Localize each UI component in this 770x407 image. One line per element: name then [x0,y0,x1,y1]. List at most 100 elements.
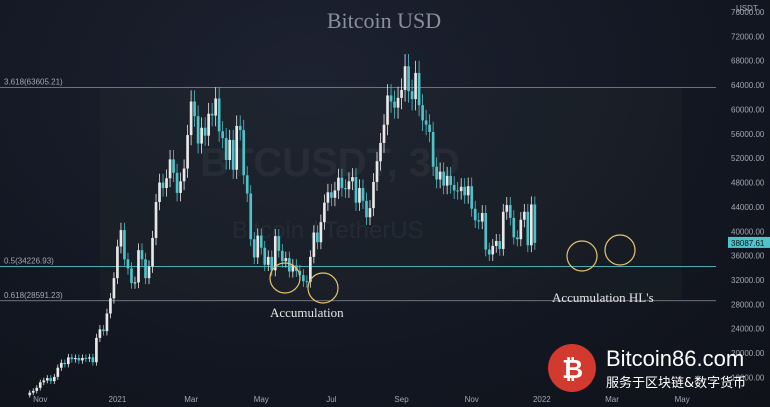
candle-body [337,177,340,191]
candle-body [365,200,368,218]
candle-body [42,380,46,383]
candle-body [410,91,414,100]
candle-body [344,188,347,190]
candle-body [31,390,35,393]
candle-body [245,175,249,194]
candle-body [49,378,53,382]
candle-body [424,120,428,125]
candle-body [77,357,81,361]
candle-body [351,177,354,182]
candle-body [95,337,98,363]
candle-body [133,282,137,284]
candle-body [445,175,449,186]
candle-body [221,131,225,139]
candle-body [91,357,95,363]
candle-body [382,124,386,143]
candle-body [417,72,421,106]
last-price-box [728,236,770,248]
y-axis: 16000.00 20000.00 24000.00 28000.00 32000.00… [731,8,765,382]
logo-tagline: 服务于区块链&数字货币 [606,375,746,391]
accumulation-circle-1 [269,262,301,294]
y-tick-label: 28000.00 [731,300,765,309]
candle-body [70,357,74,360]
candle-body [291,265,295,272]
y-tick-label: 56000.00 [731,130,765,139]
accumulation-hl-circle-2 [604,234,636,266]
x-tick-label: Mar [605,395,619,404]
candle-body [130,268,133,284]
x-tick-label: Nov [33,395,47,404]
last-price-tag: 38087.61 [728,236,770,248]
candle-body [179,181,182,193]
candle-body [186,135,189,169]
candle-body [88,357,91,359]
candles [28,53,537,398]
candle-body [249,193,253,240]
candle-body [98,329,102,338]
candle-body [501,211,505,249]
annotation-accumulation: Accumulation [270,305,344,320]
candle-body [396,97,400,108]
candle-body [330,192,333,198]
bitcoin-logo-icon [548,344,596,392]
candle-body [368,208,372,218]
candle-body [435,166,438,180]
candle-body [196,116,200,144]
candle-body [259,235,263,248]
candle-body [515,237,519,240]
candle-body [316,232,319,243]
candle-body [200,127,203,144]
y-tick-label: 40000.00 [731,227,765,236]
y-tick-label: 72000.00 [731,32,765,41]
candle-body [158,182,161,203]
candle-body [379,142,382,162]
candle-body [256,235,260,258]
candle-body [252,239,256,258]
candle-body [333,190,337,198]
candle-body [386,95,389,125]
candle-body [235,125,239,170]
candle-body [519,219,523,240]
candle-body [309,256,312,282]
candle-body [466,186,470,196]
candle-body [522,211,526,220]
accumulation-hl-circle-1 [566,240,598,272]
candle-body [393,101,396,108]
candle-body [414,72,417,100]
candle-body [449,175,452,185]
candle-body [487,249,491,255]
x-tick-label: Jul [326,395,336,404]
candle-body [480,213,484,222]
y-tick-label: 64000.00 [731,81,765,90]
candle-body [123,230,126,260]
site-logo: ₿ Bitcoin86.com 服务于区块链&数字货币 [548,344,746,392]
candle-body [210,113,214,116]
bitcoin-symbol-icon: ₿ [562,354,583,384]
candle-body [400,89,403,98]
y-tick-label: 36000.00 [731,252,765,261]
candle-body [38,382,42,388]
candle-body [403,66,407,90]
candle-body [361,188,365,201]
candle-body [298,270,302,276]
candle-body [102,329,105,332]
candle-body [28,392,32,396]
candle-body [421,105,424,121]
candle-body [428,124,431,132]
chart-watermark: BTCUSDT, 3D [200,141,460,185]
candle-body [358,188,361,203]
candle-body [491,245,495,255]
accumulation-circle-2 [307,272,339,304]
candle-body [203,127,207,136]
candle-body [284,258,288,262]
candle-body [154,202,158,238]
x-tick-label: Nov [465,395,479,404]
candle-body [526,211,530,246]
y-tick-label: 16000.00 [731,373,765,382]
candle-body [81,357,84,361]
candle-body [182,168,186,182]
candle-body [84,357,88,359]
candle-body [319,222,323,243]
